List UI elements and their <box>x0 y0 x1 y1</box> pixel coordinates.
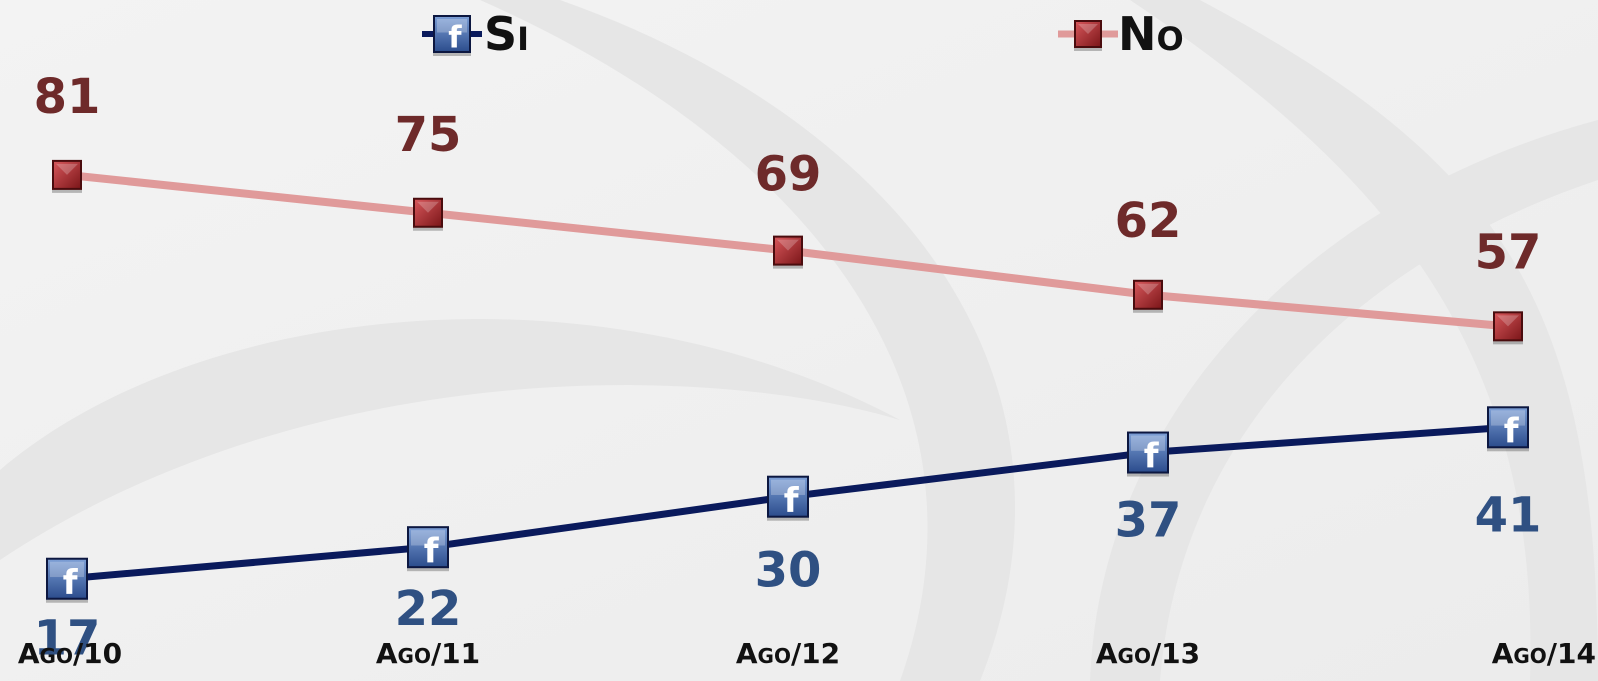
facebook-icon-glyph: f <box>448 21 462 56</box>
data-point-no <box>413 197 443 231</box>
facebook-icon-glyph: f <box>1504 411 1520 451</box>
facebook-icon-gloss <box>1131 435 1165 451</box>
square-marker-bevel <box>1497 315 1519 327</box>
square-marker-bevel <box>1078 24 1098 34</box>
data-point-no <box>52 159 82 193</box>
data-point-si: f <box>767 475 809 521</box>
facebook-icon-gloss <box>1491 410 1525 426</box>
data-point-no <box>1133 279 1163 313</box>
data-label-no: 57 <box>1475 224 1542 280</box>
data-label-no: 62 <box>1115 193 1182 249</box>
square-marker-box <box>1133 279 1163 310</box>
data-point-si: f <box>46 557 88 603</box>
data-label-si: 17 <box>34 611 101 667</box>
data-point-si: f <box>1127 431 1169 477</box>
data-point-no <box>773 235 803 269</box>
facebook-icon-gloss <box>411 530 445 546</box>
square-marker-bevel <box>56 163 78 175</box>
legend-label-no: No <box>1118 7 1184 61</box>
square-marker-box <box>52 159 82 190</box>
legend-item-no: No <box>1058 7 1184 61</box>
legend-item-si: f Si <box>422 7 529 61</box>
facebook-icon-glyph: f <box>63 563 79 603</box>
data-label-no: 81 <box>34 69 101 125</box>
facebook-icon-glyph: f <box>784 481 800 521</box>
data-label-si: 37 <box>1115 493 1182 549</box>
data-label-si: 41 <box>1475 487 1542 543</box>
x-tick-label: Ago/11 <box>376 637 480 670</box>
facebook-icon-box <box>46 557 88 600</box>
facebook-icon: f <box>433 15 471 56</box>
facebook-icon-gloss <box>437 19 467 33</box>
facebook-icon-box <box>433 15 471 53</box>
x-tick-label: Ago/12 <box>736 637 840 670</box>
facebook-icon-glyph: f <box>1144 437 1160 477</box>
square-marker-bevel <box>417 201 439 213</box>
x-tick-label: Ago/14 <box>1492 637 1596 670</box>
square-marker-bevel <box>1137 283 1159 295</box>
data-label-si: 30 <box>755 543 822 599</box>
facebook-icon-gloss <box>771 479 805 495</box>
legend-label-si: Si <box>484 7 529 61</box>
legend: f Si No <box>422 7 1184 61</box>
x-tick-label: Ago/10 <box>18 637 122 670</box>
data-point-si: f <box>407 526 449 571</box>
x-tick-label: Ago/13 <box>1096 637 1200 670</box>
facebook-icon-glyph: f <box>424 531 440 571</box>
data-point-no <box>1493 311 1523 345</box>
facebook-icon-gloss <box>50 561 84 578</box>
plot-layer: 81 75 69 62 57 f 17 f 22 f 30 f 37 f 41 Ago/10 Ago/11 Ago… <box>18 69 1596 670</box>
data-label-si: 22 <box>395 581 462 637</box>
data-label-no: 75 <box>395 107 462 163</box>
facebook-icon-box <box>407 526 449 569</box>
square-marker-box <box>773 235 803 266</box>
square-marker-box <box>413 197 443 228</box>
facebook-icon-box <box>1127 431 1169 474</box>
facebook-icon-box <box>1487 406 1529 449</box>
red-square-icon <box>1074 20 1102 51</box>
square-marker-box <box>1493 311 1523 342</box>
square-marker-bevel <box>777 239 799 251</box>
data-point-si: f <box>1487 406 1529 451</box>
data-label-no: 69 <box>755 147 822 203</box>
square-marker-box <box>1074 20 1102 48</box>
facebook-icon-box <box>767 475 809 518</box>
